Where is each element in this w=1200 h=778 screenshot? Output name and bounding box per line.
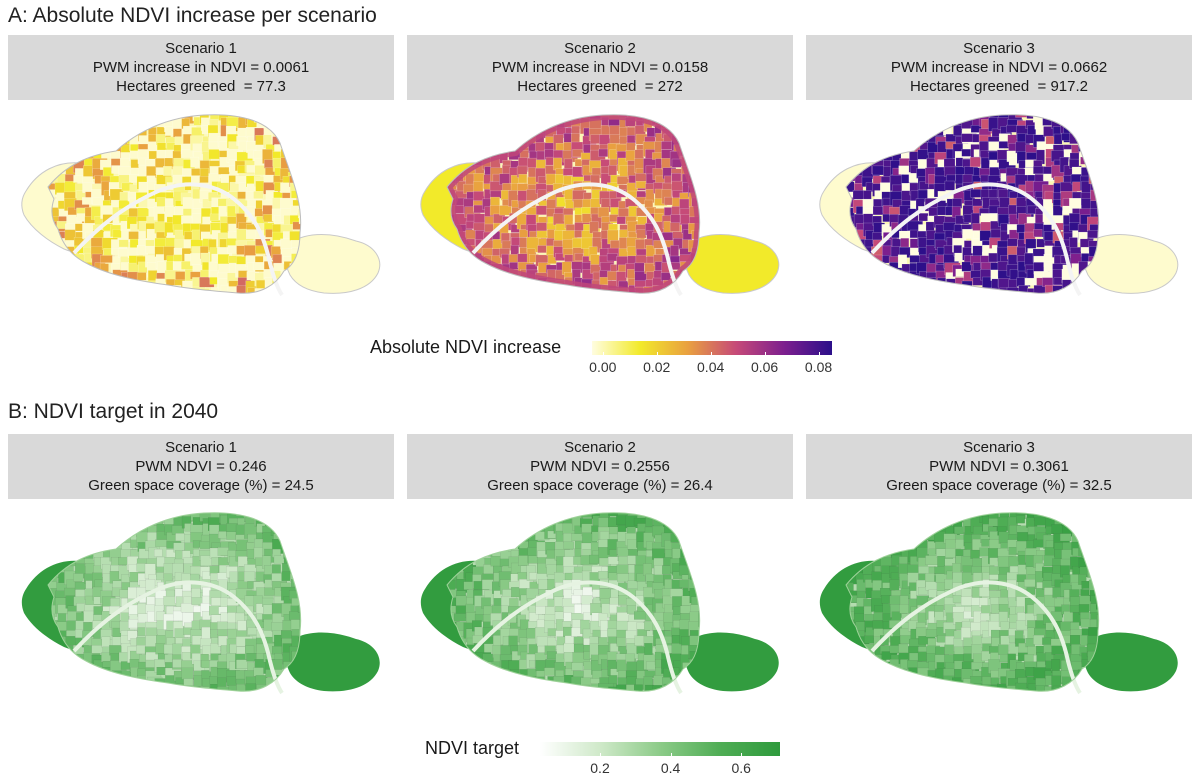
panel-a2-strip: Scenario 2 PWM increase in NDVI = 0.0158… <box>407 35 793 100</box>
wood-area-east <box>285 234 381 294</box>
wood-area-east <box>1083 632 1178 692</box>
seine-river <box>870 182 1082 297</box>
panel-b2-area: Green space coverage (%) = 26.4 <box>487 477 713 494</box>
section_a-legend-tick-label: 0.04 <box>697 359 725 375</box>
seine-river <box>471 182 683 297</box>
panel-a1-strip: Scenario 1 PWM increase in NDVI = 0.0061… <box>8 35 394 100</box>
panel-a2-metric: PWM increase in NDVI = 0.0158 <box>491 59 709 76</box>
legend-a-colorbar <box>592 341 832 355</box>
seine-river <box>72 182 284 297</box>
seine-river <box>471 580 683 695</box>
section-b-title: B: NDVI target in 2040 <box>8 400 219 423</box>
panel-b2-scenario: Scenario 2 <box>564 439 636 456</box>
city-outline <box>47 512 302 692</box>
map-a3 <box>819 114 1179 297</box>
section_b-legend-tick-label: 0.4 <box>660 760 681 776</box>
map-b2 <box>420 512 779 695</box>
city-outline <box>47 114 302 294</box>
section_a-legend-tick-label: 0.08 <box>804 359 833 375</box>
wood-area-east <box>684 632 779 692</box>
panel-a2-area: Hectares greened = 272 <box>517 78 683 95</box>
panel-a3-area: Hectares greened = 917.2 <box>909 78 1089 95</box>
section_a-legend-tick-mark <box>818 352 820 355</box>
map-a1 <box>21 114 381 297</box>
section_a-legend-tick-label: 0.00 <box>589 359 617 375</box>
panel-a2-scenario: Scenario 2 <box>564 40 636 57</box>
panel-b3-area: Green space coverage (%) = 32.5 <box>886 477 1112 494</box>
wood-area-east <box>1083 234 1179 294</box>
panel-b2-strip: Scenario 2 PWM NDVI = 0.2556 Green space… <box>407 434 793 499</box>
wood-area-east <box>684 234 780 294</box>
panel-b1-area: Green space coverage (%) = 24.5 <box>88 477 314 494</box>
section_a-legend-tick-mark <box>710 352 712 355</box>
section_a-legend-tick-mark <box>602 352 604 355</box>
legend-b-colorbar <box>540 742 780 756</box>
section_a-legend-tick-label: 0.02 <box>643 359 671 375</box>
panel-a1-area: Hectares greened = 77.3 <box>116 78 286 95</box>
section_a-legend-tick-mark <box>656 352 658 355</box>
legend-b-title: NDVI target <box>425 738 520 758</box>
section_a-legend-tick-label: 0.06 <box>750 359 779 375</box>
panel-b3-metric: PWM NDVI = 0.3061 <box>929 458 1069 475</box>
city-outline <box>845 512 1100 692</box>
panel-a1-metric: PWM increase in NDVI = 0.0061 <box>92 59 310 76</box>
panel-a3-strip: Scenario 3 PWM increase in NDVI = 0.0662… <box>806 35 1192 100</box>
panel-b1-scenario: Scenario 1 <box>165 439 237 456</box>
map-a2 <box>420 114 780 297</box>
city-outline <box>845 114 1100 294</box>
panel-b1-strip: Scenario 1 PWM NDVI = 0.246 Green space … <box>8 434 394 499</box>
section_b-legend-tick-mark <box>670 753 672 756</box>
map-b3 <box>819 512 1178 695</box>
section_b-legend-tick-label: 0.2 <box>590 760 610 776</box>
panel-b1-metric: PWM NDVI = 0.246 <box>135 458 267 475</box>
section-a-title: A: Absolute NDVI increase per scenario <box>8 4 377 27</box>
panel-a3-scenario: Scenario 3 <box>963 40 1035 57</box>
panel-a3-metric: PWM increase in NDVI = 0.0662 <box>890 59 1108 76</box>
map-b1 <box>21 512 380 695</box>
panel-b2-metric: PWM NDVI = 0.2556 <box>530 458 670 475</box>
panel-a1-scenario: Scenario 1 <box>165 40 237 57</box>
city-outline <box>446 114 701 294</box>
section_b-legend-tick-mark <box>741 753 743 756</box>
seine-river <box>870 580 1082 695</box>
legend-a-title: Absolute NDVI increase <box>370 337 562 357</box>
panel-b3-scenario: Scenario 3 <box>963 439 1035 456</box>
panel-b3-strip: Scenario 3 PWM NDVI = 0.3061 Green space… <box>806 434 1192 499</box>
seine-river <box>72 580 284 695</box>
section_a-legend-tick-mark <box>764 352 766 355</box>
wood-area-east <box>285 632 380 692</box>
city-outline <box>446 512 701 692</box>
section_b-legend-tick-mark <box>600 753 601 756</box>
section_b-legend-tick-label: 0.6 <box>731 760 751 776</box>
